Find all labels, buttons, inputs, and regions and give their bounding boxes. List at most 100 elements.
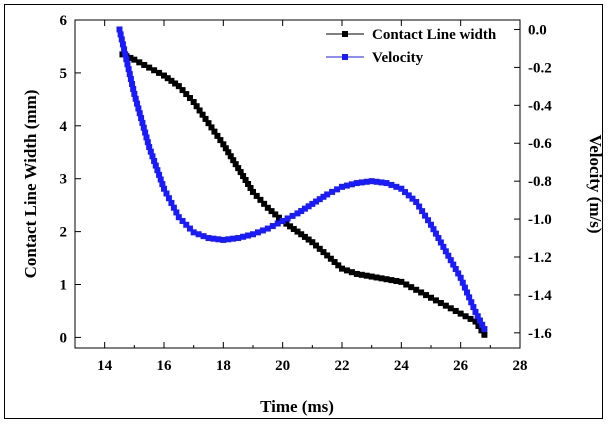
data-point: [126, 71, 133, 78]
data-point: [168, 77, 175, 84]
axis-ticks: 14 16 18 20 22 24 26 28 0 1 2 3 4 5 6 0.0 -0.2 -0.4 -0.6 -0…: [60, 13, 553, 374]
data-point: [123, 56, 130, 63]
data-point: [313, 242, 320, 249]
data-point: [225, 236, 232, 243]
data-point: [398, 185, 405, 192]
data-point: [202, 115, 209, 122]
data-point: [149, 153, 156, 160]
data-point: [275, 214, 282, 221]
data-point: [409, 195, 416, 202]
data-point: [472, 318, 479, 325]
data-point: [423, 292, 430, 299]
data-point: [301, 233, 308, 240]
y-tick-label: 6: [60, 13, 68, 29]
data-point: [235, 165, 242, 172]
data-point: [343, 267, 350, 274]
data-point: [264, 225, 271, 232]
y2-tick-label: -0.8: [528, 174, 552, 190]
data-point: [210, 235, 217, 242]
data-point: [254, 229, 261, 236]
data-point: [320, 193, 327, 200]
legend-label-velocity: Velocity: [372, 50, 424, 66]
y2-tick-label: -0.2: [528, 60, 552, 76]
data-point: [368, 178, 375, 185]
data-point: [154, 167, 161, 174]
data-point: [122, 51, 129, 58]
data-point: [264, 204, 271, 211]
legend: Contact Line width Velocity: [326, 27, 497, 66]
data-point: [165, 195, 172, 202]
data-point: [447, 305, 454, 312]
data-point: [358, 271, 365, 278]
data-point: [445, 252, 452, 259]
data-point: [335, 262, 342, 269]
data-point: [186, 95, 193, 102]
x-tick-label: 28: [513, 358, 528, 374]
data-point: [142, 129, 149, 136]
data-point: [164, 75, 171, 82]
data-point: [172, 80, 179, 87]
data-point: [353, 180, 360, 187]
data-point: [283, 220, 290, 227]
data-point: [274, 220, 281, 227]
data-point: [245, 181, 252, 187]
data-point: [124, 61, 131, 68]
data-point: [269, 223, 276, 230]
x-tick-label: 16: [157, 358, 173, 374]
data-point: [222, 145, 229, 152]
data-point: [284, 215, 291, 222]
plot-area: [74, 19, 521, 349]
data-point: [183, 221, 190, 228]
data-point: [479, 321, 486, 328]
data-point: [368, 273, 375, 280]
data-point: [257, 196, 264, 203]
data-point: [388, 181, 395, 188]
data-point: [442, 302, 449, 309]
y-tick-label: 3: [60, 172, 68, 188]
data-point: [432, 297, 439, 304]
data-point: [450, 261, 457, 268]
data-point: [173, 209, 180, 216]
data-point: [447, 257, 454, 264]
data-point: [130, 85, 137, 92]
data-point: [418, 289, 425, 296]
data-point: [437, 300, 444, 307]
data-point: [378, 275, 385, 282]
data-point: [470, 304, 477, 311]
data-point: [462, 313, 469, 320]
data-point: [179, 87, 186, 94]
data-point: [358, 179, 365, 186]
data-point: [237, 169, 244, 176]
data-point: [440, 243, 447, 250]
data-point: [125, 66, 132, 73]
data-point: [134, 100, 141, 107]
data-point: [408, 284, 415, 291]
data-point: [168, 199, 175, 206]
data-point: [140, 124, 147, 131]
data-point: [442, 248, 449, 255]
data-point: [331, 259, 338, 266]
legend-marker-contact: [342, 31, 348, 37]
data-point: [413, 199, 420, 206]
y2-axis-title: Velocity (m/s): [586, 135, 605, 234]
y-tick-label: 2: [60, 225, 68, 241]
data-point: [309, 239, 316, 246]
data-point: [413, 286, 420, 293]
data-point: [467, 315, 474, 322]
data-point: [205, 235, 212, 242]
data-point: [405, 192, 412, 199]
data-point: [428, 221, 434, 228]
data-point: [388, 277, 395, 284]
data-point: [121, 46, 128, 53]
data-point: [199, 111, 206, 118]
data-point: [324, 252, 331, 259]
data-point: [353, 270, 360, 277]
data-point: [242, 177, 249, 184]
data-point: [208, 124, 215, 131]
data-point: [147, 148, 154, 155]
x-tick-label: 14: [97, 358, 113, 374]
data-point: [457, 310, 464, 317]
data-point: [363, 178, 370, 185]
data-point: [161, 185, 167, 192]
